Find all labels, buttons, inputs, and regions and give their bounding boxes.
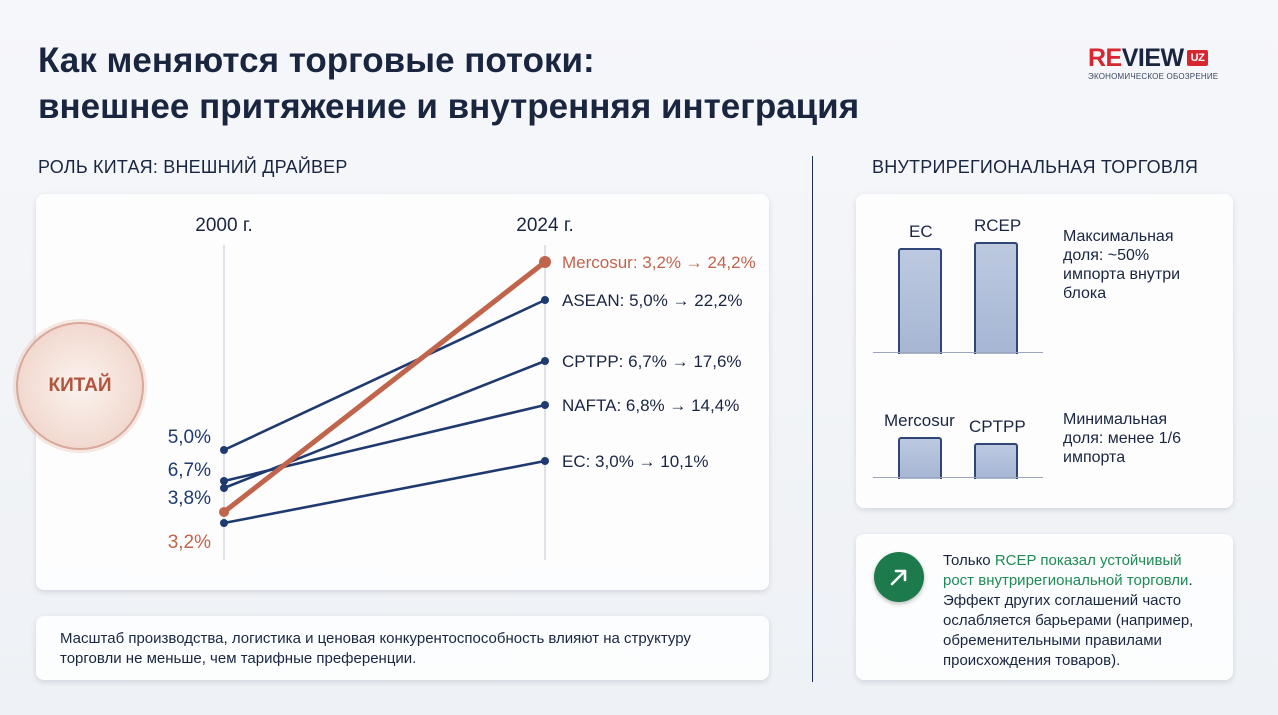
logo-subtitle: ЭКОНОМИЧЕСКОЕ ОБОЗРЕНИЕ bbox=[1088, 72, 1219, 81]
arrow-up-right-icon bbox=[890, 569, 907, 586]
note-highlight: RCEP показал устойчивый bbox=[994, 552, 1182, 569]
max-caption-line: блока bbox=[1063, 285, 1107, 302]
title-line-1: Как меняются торговые потоки: bbox=[38, 41, 595, 80]
bar-baseline-top bbox=[873, 352, 1043, 353]
note-highlight: рост внутрирегиональной торговли bbox=[943, 572, 1189, 589]
title-line-2: внешнее притяжение и внутренняя интеграц… bbox=[38, 87, 860, 126]
note-end: . bbox=[1188, 572, 1193, 589]
footnote-card: Масштаб производства, логистика и ценова… bbox=[36, 616, 769, 680]
left-section-label: РОЛЬ КИТАЯ: ВНЕШНИЙ ДРАЙВЕР bbox=[38, 157, 348, 177]
bar-eu bbox=[898, 248, 942, 354]
right-section-label: ВНУТРИРЕГИОНАЛЬНАЯ ТОРГОВЛЯ bbox=[872, 157, 1199, 177]
bar-label-cptpp: CPTPP bbox=[969, 417, 1026, 436]
min-caption-line: доля: менее 1/6 bbox=[1063, 430, 1181, 447]
min-share-caption: Минимальная доля: менее 1/6 импорта bbox=[1063, 410, 1181, 467]
page-title: Как меняются торговые потоки: внешнее пр… bbox=[38, 38, 859, 130]
footnote-text: Масштаб производства, логистика и ценова… bbox=[60, 629, 691, 669]
max-caption-line: Максимальная bbox=[1063, 228, 1174, 245]
footnote-line-1: Масштаб производства, логистика и ценова… bbox=[60, 630, 691, 647]
bar-mercosur bbox=[898, 437, 942, 479]
max-caption-line: импорта внутри bbox=[1063, 266, 1181, 283]
chart-card bbox=[36, 194, 769, 590]
bar-label-rcep: RCEP bbox=[974, 216, 1022, 235]
note-line: Эффект других соглашений часто bbox=[943, 592, 1182, 609]
note-line: ослабляется барьерами (например, bbox=[943, 612, 1194, 629]
section-divider bbox=[812, 156, 813, 682]
rcep-note-card bbox=[856, 534, 1233, 680]
trend-up-icon bbox=[874, 552, 924, 602]
min-caption-line: импорта bbox=[1063, 449, 1126, 466]
logo-re: RE bbox=[1088, 44, 1122, 72]
review-uz-logo[interactable]: RE VIEW UZ ЭКОНОМИЧЕСКОЕ ОБОЗРЕНИЕ bbox=[1088, 44, 1238, 82]
china-label: КИТАЙ bbox=[48, 375, 112, 396]
bar-label-mercosur: Mercosur bbox=[884, 411, 955, 430]
min-caption-line: Минимальная bbox=[1063, 411, 1168, 428]
note-pre: Только bbox=[943, 552, 995, 569]
bar-cptpp bbox=[974, 443, 1018, 479]
bar-label-eu: ЕС bbox=[909, 222, 933, 241]
note-line: обременительными правилами bbox=[943, 632, 1162, 649]
rcep-note-text: Только RCEP показал устойчивый рост внут… bbox=[943, 551, 1228, 671]
logo-view: VIEW bbox=[1121, 44, 1184, 72]
footnote-line-2: торговли не меньше, чем тарифные префере… bbox=[60, 650, 417, 667]
china-circle: КИТАЙ bbox=[16, 322, 144, 450]
logo-uz-badge: UZ bbox=[1186, 50, 1209, 66]
note-line: происхождения товаров). bbox=[943, 652, 1121, 669]
max-caption-line: доля: ~50% bbox=[1063, 247, 1150, 264]
max-share-caption: Максимальная доля: ~50% импорта внутри б… bbox=[1063, 227, 1180, 303]
bar-rcep bbox=[974, 242, 1018, 354]
bar-baseline-bottom bbox=[873, 477, 1043, 478]
